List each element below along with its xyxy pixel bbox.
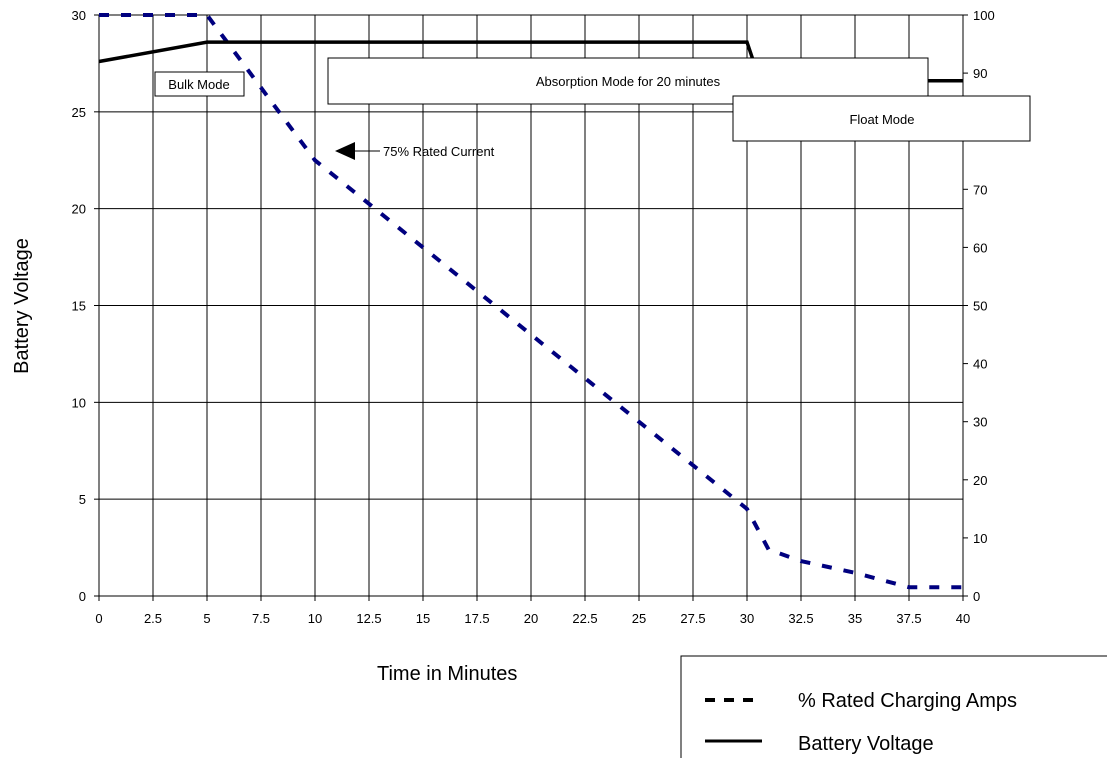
- series-charging-amps-line: [99, 13, 963, 590]
- x-axis-title: Time in Minutes: [377, 663, 517, 685]
- y-tick-label: 25: [72, 105, 86, 120]
- x-tick-label: 2.5: [144, 611, 162, 626]
- y2-tick-label: 60: [973, 240, 987, 255]
- y2-tick-label: 90: [973, 66, 987, 81]
- x-tick-label: 30: [740, 611, 754, 626]
- y-tick-label: 5: [79, 492, 86, 507]
- legend-label-charging-amps: % Rated Charging Amps: [798, 690, 1017, 712]
- float-mode-box: [732, 95, 1031, 142]
- x-tick-label: 0: [95, 611, 102, 626]
- float-mode-label: Float Mode: [849, 112, 914, 127]
- bulk-mode-label: Bulk Mode: [168, 77, 229, 92]
- legend: % Rated Charging Amps Battery Voltage: [680, 655, 1107, 758]
- x-tick-label: 12.5: [356, 611, 381, 626]
- x-tick-label: 27.5: [680, 611, 705, 626]
- x-tick-label: 5: [203, 611, 210, 626]
- x-tick-label: 32.5: [788, 611, 813, 626]
- y-tick-label: 15: [72, 299, 86, 314]
- y-axis-ticks: 0 5 10 15 20 25 30: [72, 8, 99, 604]
- legend-label-battery-voltage: Battery Voltage: [798, 733, 934, 755]
- y2-tick-label: 40: [973, 357, 987, 372]
- y-tick-label: 10: [72, 395, 86, 410]
- x-tick-label: 22.5: [572, 611, 597, 626]
- x-tick-label: 10: [308, 611, 322, 626]
- x-tick-label: 35: [848, 611, 862, 626]
- y2-tick-label: 10: [973, 531, 987, 546]
- x-tick-label: 17.5: [464, 611, 489, 626]
- y2-tick-label: 30: [973, 415, 987, 430]
- y-axis-title: Battery Voltage: [11, 238, 33, 374]
- y2-tick-label: 0: [973, 589, 980, 604]
- absorption-mode-label: Absorption Mode for 20 minutes: [536, 74, 721, 89]
- x-tick-label: 20: [524, 611, 538, 626]
- bulk-mode-box: [154, 71, 245, 97]
- rated-current-label: 75% Rated Current: [383, 144, 495, 159]
- y2-tick-label: 20: [973, 473, 987, 488]
- arrow-icon: [335, 142, 355, 160]
- x-tick-label: 37.5: [896, 611, 921, 626]
- x-tick-label: 40: [956, 611, 970, 626]
- x-tick-label: 15: [416, 611, 430, 626]
- x-tick-label: 25: [632, 611, 646, 626]
- y2-tick-label: 100: [973, 8, 995, 23]
- x-tick-label: 7.5: [252, 611, 270, 626]
- y-tick-label: 20: [72, 202, 86, 217]
- x-axis-ticks: 0 2.5 5 7.5 10 12.5 15 17.5 20 22.5 25 27.5 30 32.5 35…: [95, 596, 970, 626]
- y2-tick-label: 50: [973, 299, 987, 314]
- y-tick-label: 0: [79, 589, 86, 604]
- y2-axis-ticks: 0 10 20 30 40 50 60 70 90 100: [963, 8, 995, 604]
- y2-tick-label: 70: [973, 182, 987, 197]
- y-tick-label: 30: [72, 8, 86, 23]
